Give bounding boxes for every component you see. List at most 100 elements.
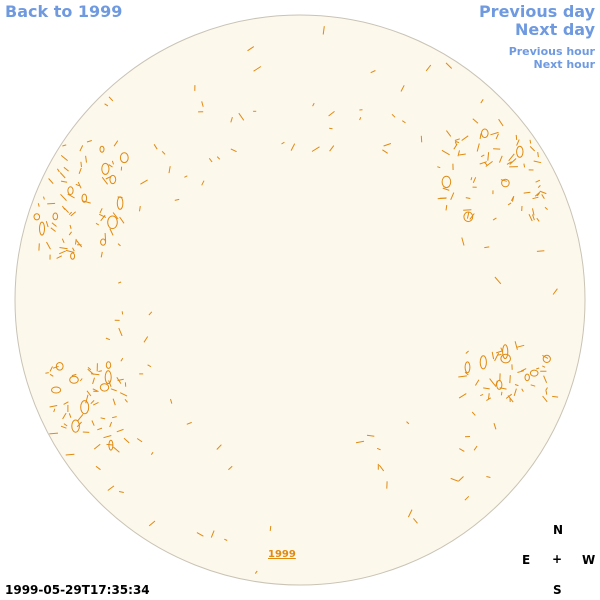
contour-fragment	[536, 250, 545, 252]
contour-fragment	[492, 217, 497, 221]
contour-fragment	[75, 238, 77, 245]
next-hour-link[interactable]: Next hour	[533, 58, 596, 71]
contour-fragment	[407, 509, 413, 518]
contour-fragment	[523, 191, 531, 194]
contour-fragment	[153, 144, 158, 150]
contour-fragment	[457, 150, 460, 157]
contour-fragment	[208, 157, 213, 163]
contour-fragment	[491, 351, 495, 360]
contour-fragment	[147, 364, 152, 368]
contour-fragment	[98, 370, 102, 372]
next-day-link[interactable]: Next day	[515, 20, 595, 39]
contour-fragment	[458, 476, 464, 482]
compass-south-label: S	[553, 583, 562, 597]
contour-fragment	[490, 131, 499, 136]
contour-fragment	[184, 175, 188, 178]
contour-fragment	[486, 397, 492, 402]
contour-fragment	[461, 135, 469, 141]
contour-fragment	[230, 148, 237, 153]
contour-fragment	[106, 443, 113, 446]
contour-fragment	[359, 117, 362, 121]
observation-timestamp: 1999-05-29T17:35:34	[5, 583, 150, 597]
contour-fragment	[100, 417, 106, 420]
contour-fragment	[92, 377, 95, 385]
magnetic-contours	[33, 26, 559, 574]
contour-fragment	[228, 465, 233, 471]
contour-fragment	[534, 191, 541, 197]
contour-fragment	[148, 311, 153, 316]
contour-fragment	[495, 380, 498, 387]
contour-fragment	[500, 391, 503, 396]
contour-fragment	[79, 145, 84, 152]
contour-fragment	[86, 140, 92, 143]
contour-loop	[542, 354, 551, 363]
contour-fragment	[81, 200, 91, 204]
contour-fragment	[541, 194, 545, 199]
contour-fragment	[116, 377, 122, 384]
contour-fragment	[465, 350, 469, 354]
contour-fragment	[230, 116, 233, 123]
contour-fragment	[120, 357, 124, 362]
contour-fragment	[269, 525, 272, 531]
contour-fragment	[107, 485, 115, 491]
contour-fragment	[247, 46, 255, 52]
previous-day-link[interactable]: Previous day	[478, 2, 595, 21]
year-link[interactable]: 1999	[268, 549, 296, 560]
contour-fragment	[112, 446, 120, 453]
contour-fragment	[520, 368, 527, 372]
contour-fragment	[514, 384, 519, 387]
contour-fragment	[99, 208, 103, 214]
contour-fragment	[43, 196, 45, 200]
contour-fragment	[461, 237, 465, 246]
back-to-year-link[interactable]: Back to 1999	[5, 2, 123, 21]
contour-loop	[100, 238, 107, 246]
contour-fragment	[186, 421, 192, 425]
contour-fragment	[76, 240, 83, 248]
contour-fragment	[112, 212, 119, 220]
contour-loop	[67, 186, 74, 196]
contour-fragment	[49, 405, 58, 408]
contour-fragment	[60, 180, 68, 183]
contour-fragment	[140, 179, 148, 185]
contour-fragment	[56, 255, 63, 259]
contour-fragment	[216, 156, 221, 160]
contour-fragment	[161, 150, 166, 155]
contour-fragment	[458, 393, 467, 399]
contour-fragment	[168, 166, 171, 174]
contour-fragment	[78, 167, 82, 174]
contour-fragment	[201, 101, 204, 107]
contour-fragment	[49, 373, 54, 377]
contour-fragment	[98, 213, 107, 218]
contour-fragment	[108, 164, 113, 168]
contour-fragment	[67, 193, 75, 199]
contour-fragment	[49, 432, 59, 435]
contour-loop	[70, 252, 76, 260]
contour-fragment	[450, 192, 455, 200]
contour-fragment	[442, 187, 450, 191]
contour-fragment	[535, 179, 541, 183]
contour-fragment	[507, 202, 512, 206]
contour-fragment	[124, 398, 128, 403]
contour-loop	[496, 379, 503, 390]
contour-fragment	[464, 371, 469, 376]
contour-fragment	[499, 155, 503, 163]
contour-fragment	[378, 464, 385, 472]
contour-fragment	[80, 161, 82, 168]
contour-loop	[524, 373, 530, 382]
contour-fragment	[51, 222, 57, 227]
contour-fragment	[474, 379, 480, 386]
contour-fragment	[58, 250, 67, 255]
previous-hour-link[interactable]: Previous hour	[508, 45, 595, 58]
compass-center-icon: +	[552, 552, 563, 566]
contour-fragment	[536, 192, 540, 197]
contour-fragment	[472, 177, 477, 183]
contour-loop	[71, 419, 80, 433]
contour-fragment	[528, 213, 533, 222]
contour-fragment	[45, 221, 49, 228]
contour-fragment	[532, 208, 535, 216]
contour-fragment	[69, 224, 72, 229]
contour-loop	[479, 355, 487, 370]
contour-fragment	[459, 448, 465, 452]
contour-fragment	[445, 204, 448, 211]
contour-fragment	[56, 168, 60, 173]
